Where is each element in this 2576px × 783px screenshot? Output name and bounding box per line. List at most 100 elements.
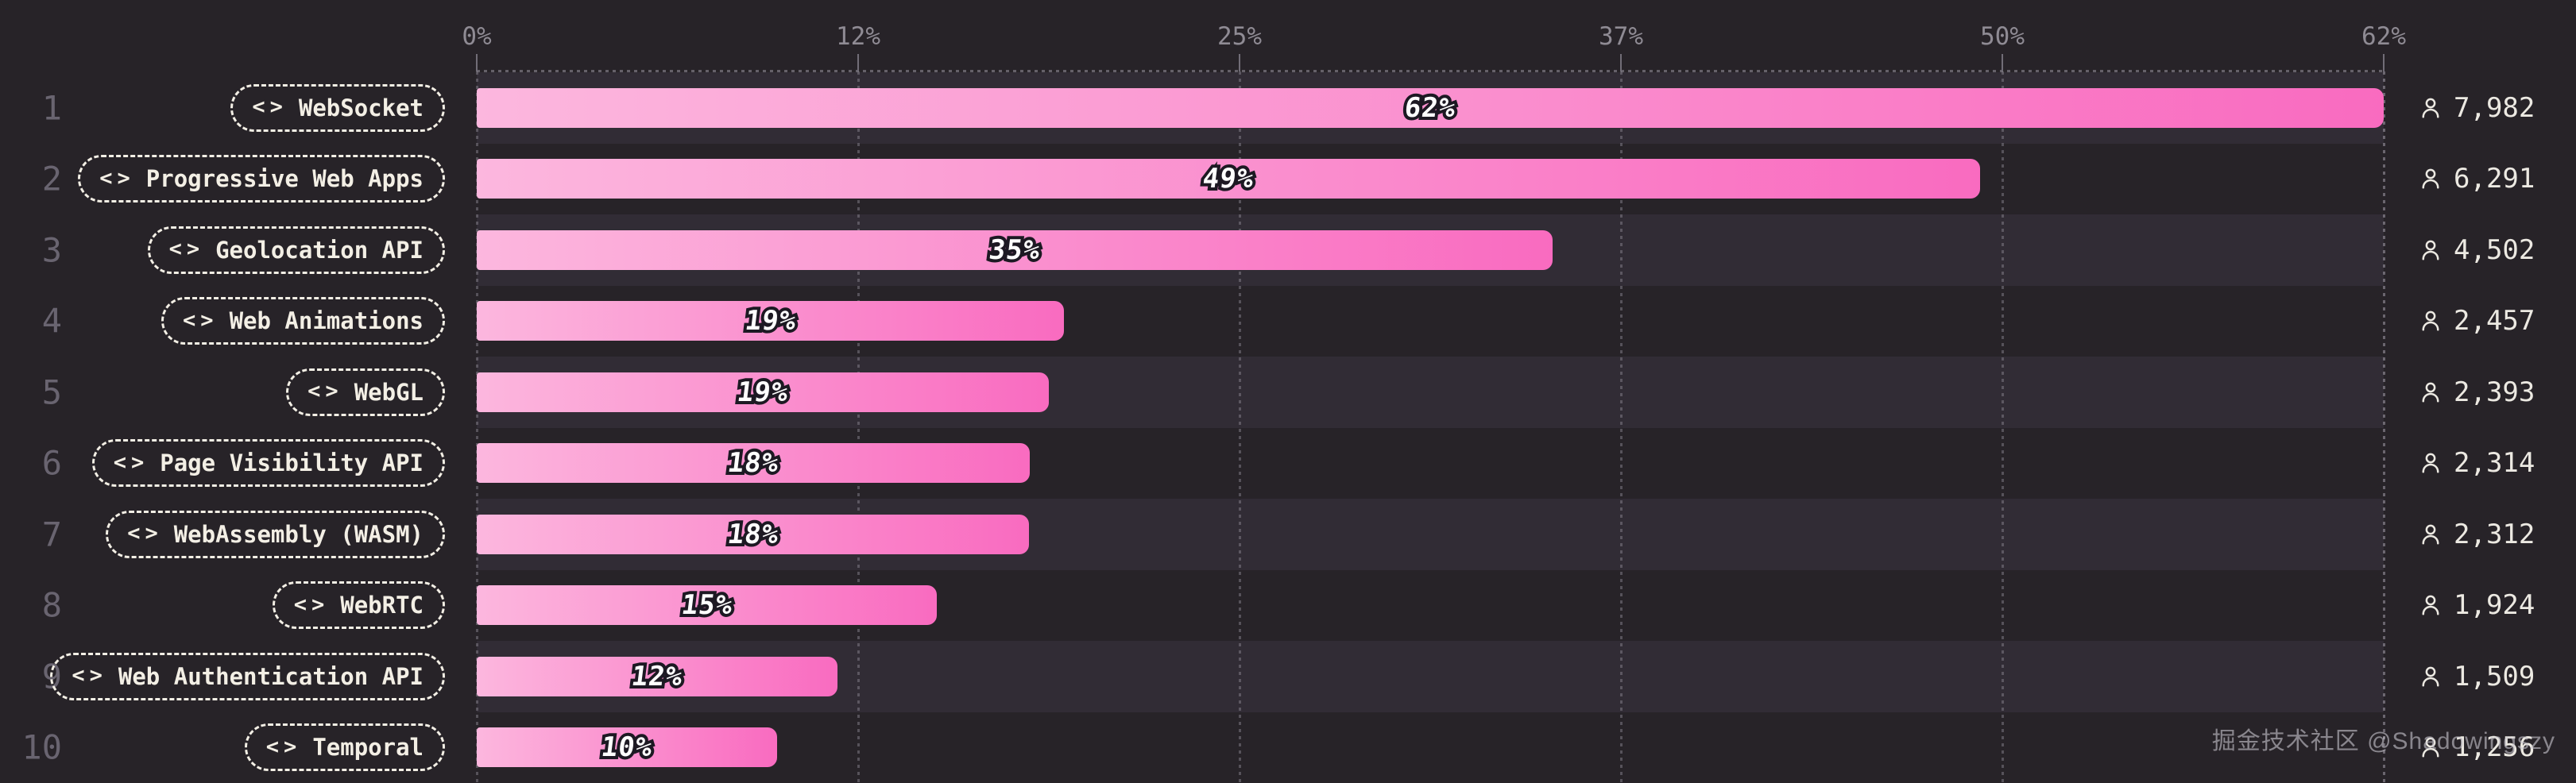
person-icon (2422, 310, 2439, 331)
chart-row: 7 <> WebAssembly (WASM) 18% 2,312 (0, 499, 2576, 570)
person-icon (2422, 595, 2439, 615)
rank-number: 3 (41, 230, 62, 270)
rank-number: 1 (41, 88, 62, 128)
tech-label-wrap: <> WebAssembly (WASM) (0, 510, 445, 558)
bar-percent-label: 62% (1399, 89, 1460, 127)
bar-percent-label: 19% (740, 302, 801, 340)
tech-label-pill: <> WebAssembly (WASM) (106, 510, 445, 558)
tech-label: Progressive Web Apps (145, 165, 424, 193)
tech-label-wrap: <> Web Animations (0, 297, 445, 345)
rank-number: 6 (41, 443, 62, 483)
tech-label-wrap: <> Page Visibility API (0, 439, 445, 488)
chart-row: 10 <> Temporal 10% 1,256 (0, 712, 2576, 783)
count-value: 1,256 (2454, 731, 2535, 764)
respondent-count: 7,982 (2419, 92, 2535, 124)
respondent-count: 2,314 (2419, 447, 2535, 479)
code-icon: <> (183, 307, 219, 333)
chart-row: 8 <> WebRTC 15% 1,924 (0, 570, 2576, 642)
chart-row: 3 <> Geolocation API 35% 4,502 (0, 214, 2576, 286)
tech-label: WebGL (354, 378, 424, 406)
bar: 49% (477, 159, 1980, 199)
code-icon: <> (127, 521, 163, 546)
tech-label-wrap: <> WebGL (0, 368, 445, 416)
bar: 15% (477, 585, 937, 626)
bar-percent-label: 19% (732, 373, 793, 411)
code-icon: <> (99, 165, 135, 191)
bar-percent-label: 18% (722, 444, 783, 482)
tech-label-pill: <> Web Authentication API (50, 652, 445, 700)
bar-percent-label: 18% (722, 515, 783, 554)
respondent-count: 2,312 (2419, 519, 2535, 550)
tech-label: WebRTC (340, 592, 424, 619)
person-icon (2422, 382, 2439, 403)
axis-tick-mark (1239, 54, 1240, 71)
chart-row: 9 <> Web Authentication API 12% 1,509 (0, 641, 2576, 712)
person-icon (2422, 453, 2439, 473)
tech-label-wrap: <> WebRTC (0, 581, 445, 630)
bar: 35% (477, 230, 1553, 270)
rank-number: 7 (41, 515, 62, 554)
axis-tick-label: 37% (1599, 22, 1643, 51)
count-value: 2,314 (2454, 447, 2535, 480)
bar: 19% (477, 301, 1064, 341)
chart-row: 1 <> WebSocket 62% 7,982 (0, 72, 2576, 144)
count-value: 2,393 (2454, 376, 2535, 408)
rank-number: 10 (21, 727, 62, 767)
code-icon: <> (168, 237, 205, 262)
bar: 10% (477, 727, 777, 768)
tech-label-wrap: <> Geolocation API (0, 226, 445, 274)
respondent-count: 6,291 (2419, 163, 2535, 195)
code-icon: <> (265, 734, 302, 759)
axis-tick-label: 62% (2361, 22, 2406, 51)
person-icon (2422, 98, 2439, 118)
count-value: 4,502 (2454, 233, 2535, 266)
tech-label: WebSocket (298, 94, 424, 122)
person-icon (2422, 168, 2439, 189)
tech-label-wrap: <> Web Authentication API (0, 652, 445, 700)
gridline (1620, 71, 1623, 783)
respondent-count: 1,256 (2419, 731, 2535, 763)
count-value: 2,457 (2454, 305, 2535, 338)
count-value: 7,982 (2454, 91, 2535, 124)
code-icon: <> (307, 379, 343, 404)
count-value: 1,509 (2454, 660, 2535, 692)
code-icon: <> (113, 449, 149, 475)
axis-tick-mark (857, 54, 859, 71)
bar: 18% (477, 514, 1029, 554)
code-icon: <> (293, 592, 330, 617)
gridline (857, 71, 860, 783)
tech-label: Web Authentication API (118, 662, 424, 690)
rank-number: 2 (41, 159, 62, 199)
axis-tick-mark (2383, 54, 2385, 71)
rank-number: 4 (41, 301, 62, 341)
bar: 12% (477, 656, 837, 696)
tech-label: Page Visibility API (160, 449, 424, 477)
axis-tick-mark (1620, 54, 1622, 71)
count-value: 1,924 (2454, 589, 2535, 622)
count-value: 6,291 (2454, 163, 2535, 195)
tech-label-pill: <> WebGL (286, 368, 445, 416)
axis-baseline-dotted (477, 70, 2384, 72)
gridline (1239, 71, 1241, 783)
gridline (2383, 71, 2385, 783)
bar-percent-label: 12% (626, 658, 687, 696)
tech-label: Web Animations (229, 307, 424, 335)
axis-tick-label: 12% (836, 22, 880, 51)
tech-label-pill: <> WebSocket (230, 83, 445, 132)
axis-tick-label: 50% (1980, 22, 2025, 51)
tech-label: WebAssembly (WASM) (173, 520, 424, 548)
axis-tick-mark (476, 54, 478, 71)
code-icon: <> (72, 663, 107, 688)
chart-row: 4 <> Web Animations 19% 2,457 (0, 286, 2576, 357)
chart-row: 2 <> Progressive Web Apps 49% 6,291 (0, 144, 2576, 215)
bar: 18% (477, 443, 1030, 484)
person-icon (2422, 737, 2439, 758)
tech-label-pill: <> Geolocation API (147, 226, 445, 274)
tech-label-wrap: <> Temporal (0, 723, 445, 772)
count-value: 2,312 (2454, 518, 2535, 550)
tech-label-pill: <> WebRTC (272, 581, 445, 630)
tech-label-pill: <> Web Animations (161, 297, 445, 345)
gridline (2002, 71, 2004, 783)
bar-percent-label: 10% (596, 728, 657, 766)
